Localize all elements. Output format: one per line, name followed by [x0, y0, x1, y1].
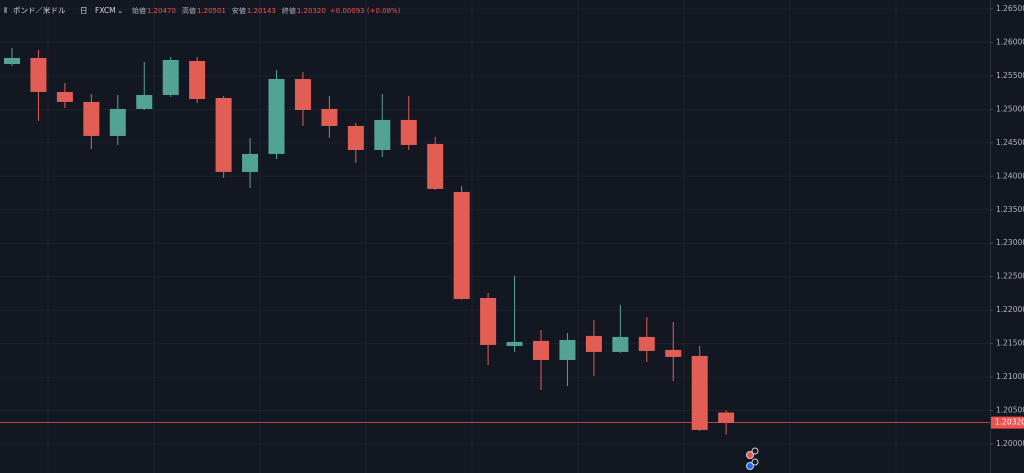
candle-body	[427, 143, 444, 189]
candle-body	[30, 57, 47, 92]
event-markers[interactable]	[746, 447, 759, 470]
candle-body	[162, 59, 179, 95]
y-tick-label: 1.25000	[996, 104, 1024, 113]
candle-body	[136, 94, 153, 109]
candle-body	[691, 355, 708, 430]
change: +0.00093 (+0.08%)	[330, 7, 401, 15]
candle-body	[242, 153, 259, 172]
y-tick-label: 1.26500	[996, 4, 1024, 13]
y-tick-label: 1.25500	[996, 71, 1024, 80]
candle-body	[453, 191, 470, 299]
candle-body	[321, 108, 338, 126]
candle-body	[294, 78, 311, 110]
candle-body	[533, 340, 549, 360]
ohlc-label: 安値	[232, 6, 246, 15]
menu-icon[interactable]: ⦀	[4, 6, 7, 15]
y-tick-label: 1.20500	[996, 406, 1024, 415]
y-tick-label: 1.22000	[996, 305, 1024, 314]
ohlc-label: 高値	[182, 6, 196, 15]
candle-body	[189, 60, 206, 99]
candle-body	[215, 97, 232, 172]
candle-body	[347, 125, 364, 150]
horizontal-grid	[0, 8, 990, 445]
y-tick-label: 1.26000	[996, 37, 1024, 46]
dropdown-caret[interactable]: ⌄	[117, 6, 123, 15]
candle-body	[506, 341, 523, 346]
ohlc-value: 1.20143	[247, 7, 276, 15]
last-price-badge	[991, 416, 1024, 429]
last-price-label: 1.20320	[995, 418, 1024, 427]
ohlc-value: 1.20501	[197, 7, 226, 15]
candle-body	[56, 91, 73, 102]
y-tick-label: 1.23500	[996, 205, 1024, 214]
y-tick-label: 1.21000	[996, 372, 1024, 381]
y-tick-label: 1.22500	[996, 272, 1024, 281]
interval[interactable]: 日	[80, 6, 88, 15]
event-marker[interactable]	[751, 458, 759, 466]
ohlc-label: 始値	[132, 6, 146, 15]
ohlc-label: 終値	[282, 6, 296, 15]
ohlc-value: 1.20470	[147, 7, 176, 15]
candle-body	[480, 297, 497, 345]
candle-body	[83, 101, 100, 136]
symbol[interactable]: ポンド／米ドル	[13, 5, 66, 15]
candles	[0, 47, 990, 435]
candle-body	[585, 335, 602, 352]
candle-body	[665, 349, 682, 357]
y-tick-label: 1.24000	[996, 171, 1024, 180]
event-marker[interactable]	[746, 451, 754, 459]
candle-body	[400, 119, 417, 145]
y-tick-label: 1.23000	[996, 238, 1024, 247]
candle-body	[638, 336, 655, 351]
y-tick-label: 1.20000	[996, 439, 1024, 448]
header: ⦀ ポンド／米ドル 日 FXCM ⌄ 始値 1.20470 高値 1.20501 安値 1…	[4, 5, 401, 15]
candle-body	[718, 412, 735, 423]
candle-body	[109, 108, 126, 136]
ohlc-value: 1.20320	[297, 7, 326, 15]
y-tick-label: 1.24500	[996, 138, 1024, 147]
candle-body	[268, 78, 285, 154]
candle-body	[4, 57, 20, 64]
vertical-grid	[47, 0, 897, 473]
source[interactable]: FXCM	[95, 6, 116, 15]
price-axis: 1.26500 1.26000 1.25500 1.25000 1.24500 1.240…	[990, 4, 1024, 448]
event-marker[interactable]	[751, 447, 759, 455]
y-tick-label: 1.21500	[996, 339, 1024, 348]
candle-body	[559, 339, 576, 360]
event-marker[interactable]	[746, 462, 754, 470]
ohlc-header: 始値 1.20470 高値 1.20501 安値 1.20143 終値 1.20320 +0.0…	[132, 6, 401, 15]
candle-body	[612, 336, 629, 352]
candle-body	[374, 119, 391, 150]
